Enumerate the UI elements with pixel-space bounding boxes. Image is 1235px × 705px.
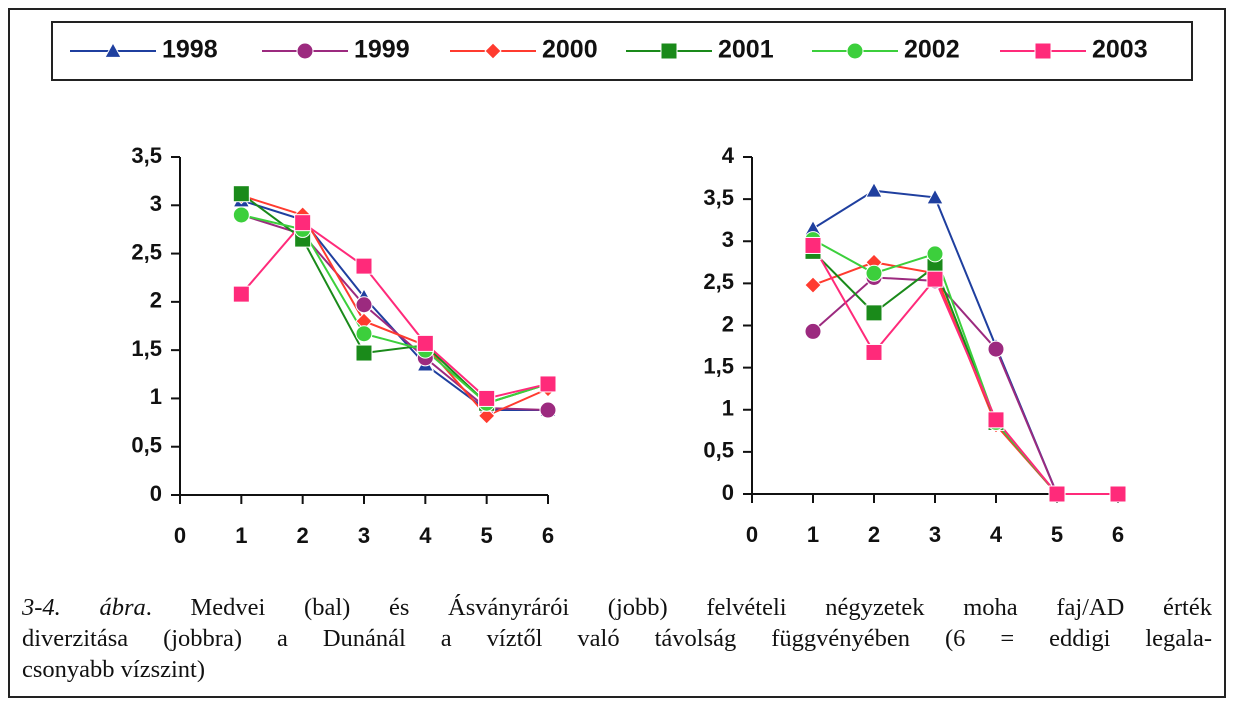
caption: 3-4. ábra. Medvei (bal) és Ásványrárói (… xyxy=(22,592,1212,685)
marker xyxy=(865,181,883,198)
marker xyxy=(355,296,373,314)
y-tick-label: 1 xyxy=(722,396,734,421)
marker xyxy=(804,322,822,340)
y-tick-label: 3,5 xyxy=(703,185,734,210)
marker xyxy=(987,340,1005,358)
legend-label: 2000 xyxy=(542,36,598,64)
x-tick-label: 5 xyxy=(481,523,493,548)
x-tick-label: 1 xyxy=(235,523,247,548)
x-tick-label: 3 xyxy=(929,522,941,547)
caption-line: diverzitása (jobbra) a Dunánál a víztől … xyxy=(22,625,1212,652)
marker xyxy=(539,401,557,419)
marker xyxy=(987,411,1005,429)
marker xyxy=(926,245,944,263)
caption-text: . Medvei (bal) és Ásványrárói (jobb) fel… xyxy=(145,594,1212,621)
marker xyxy=(355,325,373,343)
marker xyxy=(539,375,557,393)
marker xyxy=(926,188,944,205)
marker xyxy=(104,41,122,58)
marker xyxy=(294,214,312,232)
marker xyxy=(865,304,883,322)
y-tick-label: 0 xyxy=(150,481,162,506)
x-tick-label: 4 xyxy=(419,523,432,548)
series-line xyxy=(812,244,1118,495)
x-tick-label: 0 xyxy=(174,523,186,548)
marker xyxy=(865,264,883,282)
x-tick-label: 0 xyxy=(746,522,758,547)
x-tick-label: 4 xyxy=(990,522,1003,547)
y-tick-label: 3,5 xyxy=(131,143,162,168)
legend-box xyxy=(51,21,1193,81)
series-line xyxy=(241,213,549,412)
x-tick-label: 5 xyxy=(1051,522,1063,547)
legend-label: 2001 xyxy=(718,36,774,64)
series-line xyxy=(812,250,1118,495)
legend-label: 1998 xyxy=(162,36,218,64)
series-line xyxy=(812,276,1118,495)
y-tick-label: 4 xyxy=(722,143,735,168)
x-tick-label: 2 xyxy=(868,522,880,547)
caption-line: csonyabb vízszint) xyxy=(22,656,206,683)
x-tick-label: 2 xyxy=(297,523,309,548)
marker xyxy=(1048,485,1066,503)
marker xyxy=(232,185,250,203)
legend-label: 2002 xyxy=(904,36,960,64)
y-tick-label: 0,5 xyxy=(131,433,162,458)
y-tick-label: 2,5 xyxy=(703,269,734,294)
y-tick-label: 1,5 xyxy=(131,336,162,361)
marker xyxy=(477,407,496,425)
marker xyxy=(416,334,434,352)
y-tick-label: 2 xyxy=(150,288,162,313)
marker xyxy=(1034,42,1052,60)
x-tick-label: 6 xyxy=(1112,522,1124,547)
marker xyxy=(355,344,373,362)
y-tick-label: 2 xyxy=(722,311,734,336)
marker xyxy=(846,42,864,60)
x-tick-label: 6 xyxy=(542,523,554,548)
marker xyxy=(804,236,822,254)
marker xyxy=(355,257,373,275)
legend-label: 1999 xyxy=(354,36,410,64)
y-tick-label: 0,5 xyxy=(703,438,734,463)
y-tick-label: 1,5 xyxy=(703,353,734,378)
marker xyxy=(865,343,883,361)
marker xyxy=(296,42,314,60)
marker xyxy=(484,42,502,60)
marker xyxy=(232,206,250,224)
series-line xyxy=(240,221,549,400)
legend-label: 2003 xyxy=(1092,36,1148,64)
figure-frame xyxy=(8,8,1226,698)
series-line xyxy=(241,213,549,405)
marker xyxy=(478,389,496,407)
x-tick-label: 1 xyxy=(807,522,819,547)
marker xyxy=(804,276,822,294)
y-tick-label: 2,5 xyxy=(131,239,162,264)
y-tick-label: 3 xyxy=(150,191,162,216)
x-tick-label: 3 xyxy=(358,523,370,548)
marker xyxy=(926,270,944,288)
y-tick-label: 3 xyxy=(722,227,734,252)
marker xyxy=(232,285,250,303)
marker xyxy=(660,42,678,60)
y-tick-label: 1 xyxy=(150,384,162,409)
caption-line: 3-4. ábra. Medvei (bal) és Ásványrárói (… xyxy=(22,592,1212,623)
marker xyxy=(1109,485,1127,503)
series-line xyxy=(812,238,1118,495)
y-tick-label: 0 xyxy=(722,480,734,505)
series-line xyxy=(241,194,549,418)
caption-prefix: 3-4. ábra xyxy=(22,594,146,621)
